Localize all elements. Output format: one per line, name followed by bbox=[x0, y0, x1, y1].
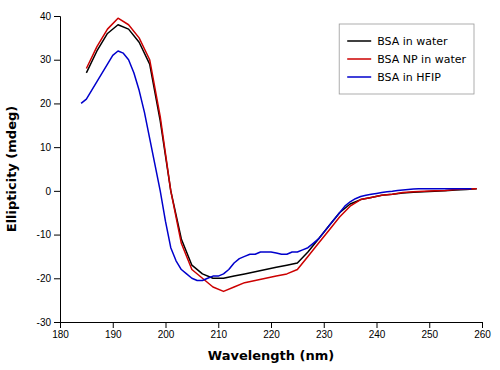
x-tick-label: 230 bbox=[316, 329, 333, 340]
y-tick: -10 bbox=[37, 229, 60, 240]
legend-label: BSA NP in water bbox=[377, 53, 466, 66]
x-tick-label: 190 bbox=[105, 329, 122, 340]
y-tick-mark bbox=[54, 147, 60, 148]
x-tick-mark bbox=[377, 322, 378, 328]
y-tick-label: 30 bbox=[40, 54, 52, 65]
y-axis-line bbox=[54, 17, 61, 323]
x-tick: 210 bbox=[210, 322, 227, 340]
x-tick-mark bbox=[482, 322, 483, 328]
y-tick-label: 20 bbox=[40, 98, 52, 109]
y-tick-mark bbox=[54, 60, 60, 61]
legend-label: BSA in water bbox=[377, 35, 448, 48]
series-line bbox=[86, 18, 476, 291]
x-tick: 200 bbox=[158, 322, 175, 340]
y-tick-mark bbox=[54, 191, 60, 192]
x-tick: 180 bbox=[52, 322, 69, 340]
legend-item: BSA in water bbox=[347, 35, 448, 48]
x-tick: 260 bbox=[474, 322, 491, 340]
x-tick-mark bbox=[429, 322, 430, 328]
legend: BSA in water BSA NP in water BSA in HFIP bbox=[339, 24, 474, 94]
legend-item: BSA in HFIP bbox=[347, 71, 441, 84]
legend-swatch bbox=[347, 40, 371, 42]
x-tick-label: 250 bbox=[421, 329, 438, 340]
x-tick-label: 180 bbox=[52, 329, 69, 340]
legend-label: BSA in HFIP bbox=[377, 71, 441, 84]
legend-swatch bbox=[347, 76, 371, 78]
x-axis: 180 190 200 210 220 230 240 250 260 bbox=[52, 322, 491, 340]
x-tick-label: 220 bbox=[263, 329, 280, 340]
x-tick-label: 200 bbox=[158, 329, 175, 340]
x-tick-label: 210 bbox=[210, 329, 227, 340]
x-axis-line bbox=[61, 323, 483, 329]
x-tick-label: 240 bbox=[369, 329, 386, 340]
y-tick-label: -10 bbox=[37, 229, 52, 240]
series-line bbox=[86, 25, 476, 279]
x-tick-label: 260 bbox=[474, 329, 491, 340]
x-tick: 190 bbox=[105, 322, 122, 340]
x-tick: 250 bbox=[421, 322, 438, 340]
y-tick-label: -30 bbox=[37, 317, 52, 328]
y-tick-mark bbox=[54, 103, 60, 104]
y-tick-mark bbox=[54, 322, 60, 323]
y-tick: 0 bbox=[45, 186, 60, 197]
y-tick: 30 bbox=[40, 54, 60, 65]
y-tick-mark bbox=[54, 278, 60, 279]
legend-frame bbox=[339, 24, 474, 94]
y-tick: -20 bbox=[37, 273, 60, 284]
x-axis-title: Wavelength (nm) bbox=[208, 348, 334, 363]
plot-area: 180 190 200 210 220 230 240 250 260 -30 -20 -10 0 10 2… bbox=[37, 11, 492, 340]
y-tick-label: 40 bbox=[40, 11, 52, 22]
y-axis: -30 -20 -10 0 10 20 30 40 bbox=[37, 11, 61, 328]
x-tick: 240 bbox=[369, 322, 386, 340]
x-tick-mark bbox=[324, 322, 325, 328]
y-tick-label: -20 bbox=[37, 273, 52, 284]
legend-item: BSA NP in water bbox=[347, 53, 466, 66]
x-tick: 220 bbox=[263, 322, 280, 340]
y-tick: 40 bbox=[40, 11, 60, 22]
chart: 180 190 200 210 220 230 240 250 260 -30 -20 -10 0 10 2… bbox=[0, 0, 500, 370]
y-tick-label: 10 bbox=[40, 142, 52, 153]
y-tick-mark bbox=[54, 235, 60, 236]
series-group bbox=[81, 18, 477, 291]
x-tick-mark bbox=[113, 322, 114, 328]
x-tick: 230 bbox=[316, 322, 333, 340]
legend-swatch bbox=[347, 58, 371, 60]
y-tick: 20 bbox=[40, 98, 60, 109]
y-axis-title: Ellipticity (mdeg) bbox=[4, 106, 19, 232]
y-tick: -30 bbox=[37, 317, 60, 328]
y-tick: 10 bbox=[40, 142, 60, 153]
y-tick-label: 0 bbox=[45, 186, 51, 197]
x-tick-mark bbox=[218, 322, 219, 328]
x-tick-mark bbox=[271, 322, 272, 328]
x-tick-mark bbox=[166, 322, 167, 328]
y-tick-mark bbox=[54, 16, 60, 17]
